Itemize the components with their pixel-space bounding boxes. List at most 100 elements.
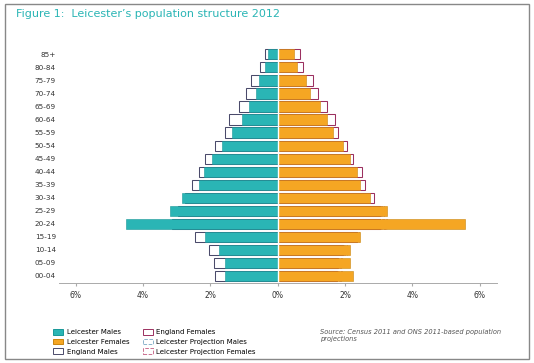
Bar [219,245,278,255]
Bar [278,62,303,73]
Bar [209,154,278,164]
Bar [239,101,278,111]
Bar [215,271,278,281]
Bar [265,62,278,73]
Bar [209,245,278,255]
Bar [253,88,278,98]
Legend: Leicester Males, Leicester Females, England Males, England Females, Leicester Pr: Leicester Males, Leicester Females, Engl… [53,329,256,355]
Bar [278,271,336,281]
Bar [219,140,278,151]
Bar [225,258,278,268]
Bar [126,219,278,229]
Text: Source: Census 2011 and ONS 2011-based population
projections: Source: Census 2011 and ONS 2011-based p… [320,329,501,342]
Bar [278,206,380,216]
Bar [171,219,278,229]
Bar [278,140,347,151]
Bar [267,49,278,60]
Bar [278,167,359,177]
Bar [244,101,278,111]
Bar [218,245,278,255]
Bar [256,88,278,98]
Bar [278,140,343,151]
Bar [222,258,278,268]
Bar [215,140,278,151]
Text: Figure 1:  Leicester’s population structure 2012: Figure 1: Leicester’s population structu… [16,9,280,19]
Bar [278,49,300,60]
Bar [278,127,335,138]
Bar [185,193,278,203]
Bar [278,49,294,60]
Bar [225,127,278,138]
Bar [222,140,278,151]
Bar [195,232,278,242]
Bar [278,245,350,255]
Bar [182,193,278,203]
Bar [278,49,296,60]
Bar [278,232,360,242]
Bar [278,206,384,216]
Bar [278,101,323,111]
Bar [278,101,326,111]
Bar [242,114,278,125]
Bar [257,76,278,86]
Bar [278,154,352,164]
Bar [204,232,278,242]
Bar [278,180,360,190]
Bar [278,114,335,125]
Bar [199,167,278,177]
Bar [278,154,350,164]
Bar [278,271,342,281]
Bar [278,140,345,151]
Bar [278,127,339,138]
Bar [278,101,320,111]
Bar [249,101,278,111]
Bar [195,180,278,190]
Bar [180,206,278,216]
Bar [278,271,354,281]
Bar [278,114,331,125]
Bar [278,258,342,268]
Bar [278,193,372,203]
Bar [278,127,333,138]
Bar [192,180,278,190]
Bar [278,180,363,190]
Bar [278,245,347,255]
Bar [199,180,278,190]
Bar [278,232,359,242]
Bar [232,127,278,138]
Bar [278,258,350,268]
Bar [260,62,278,73]
Bar [278,114,326,125]
Bar [222,271,278,281]
Bar [205,232,278,242]
Bar [278,154,354,164]
Bar [235,114,278,125]
Bar [202,167,278,177]
Bar [278,258,339,268]
Bar [278,193,370,203]
Bar [278,219,465,229]
Bar [205,154,278,164]
Bar [268,49,278,60]
Bar [278,219,387,229]
Bar [203,167,278,177]
Bar [278,219,380,229]
Bar [278,76,307,86]
Bar [278,167,362,177]
Bar [278,76,313,86]
Bar [229,114,278,125]
Bar [259,76,278,86]
Bar [170,206,278,216]
Bar [278,88,314,98]
Bar [265,49,278,60]
Bar [278,76,309,86]
Bar [214,258,278,268]
Bar [229,127,278,138]
Bar [278,180,365,190]
Bar [263,62,278,73]
Bar [178,206,278,216]
Bar [212,154,278,164]
Bar [278,193,374,203]
Bar [175,219,278,229]
Bar [278,62,297,73]
